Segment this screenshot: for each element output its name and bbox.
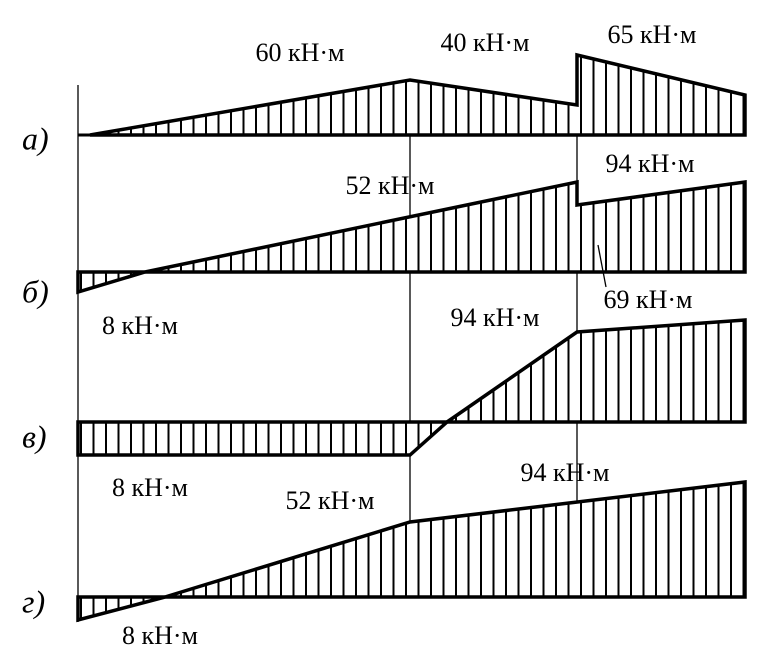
annotation: 8 кН·м [112,473,188,502]
panel-label: а) [22,120,49,156]
moment-area [89,52,747,137]
panel-label: г) [22,583,45,619]
annotation: 52 кН·м [285,486,374,515]
moment-area [441,318,747,424]
annotation: 8 кН·м [102,311,178,340]
annotation: 52 кН·м [345,171,434,200]
annotation: 60 кН·м [255,38,344,67]
annotation: 40 кН·м [440,28,529,57]
annotation: 65 кН·м [607,20,696,49]
annotation: 94 кН·м [450,303,539,332]
panel-label: в) [22,418,47,454]
moment-area [144,179,747,274]
moment-area [76,420,452,457]
annotation: 69 кН·м [603,285,692,314]
moment-area [76,595,166,623]
moment-area [164,480,747,599]
panel-label: б) [22,273,49,309]
leader-line [597,244,607,288]
annotation: 94 кН·м [520,458,609,487]
annotation: 8 кН·м [122,621,198,650]
moment-area [76,270,146,295]
annotation: 94 кН·м [605,149,694,178]
